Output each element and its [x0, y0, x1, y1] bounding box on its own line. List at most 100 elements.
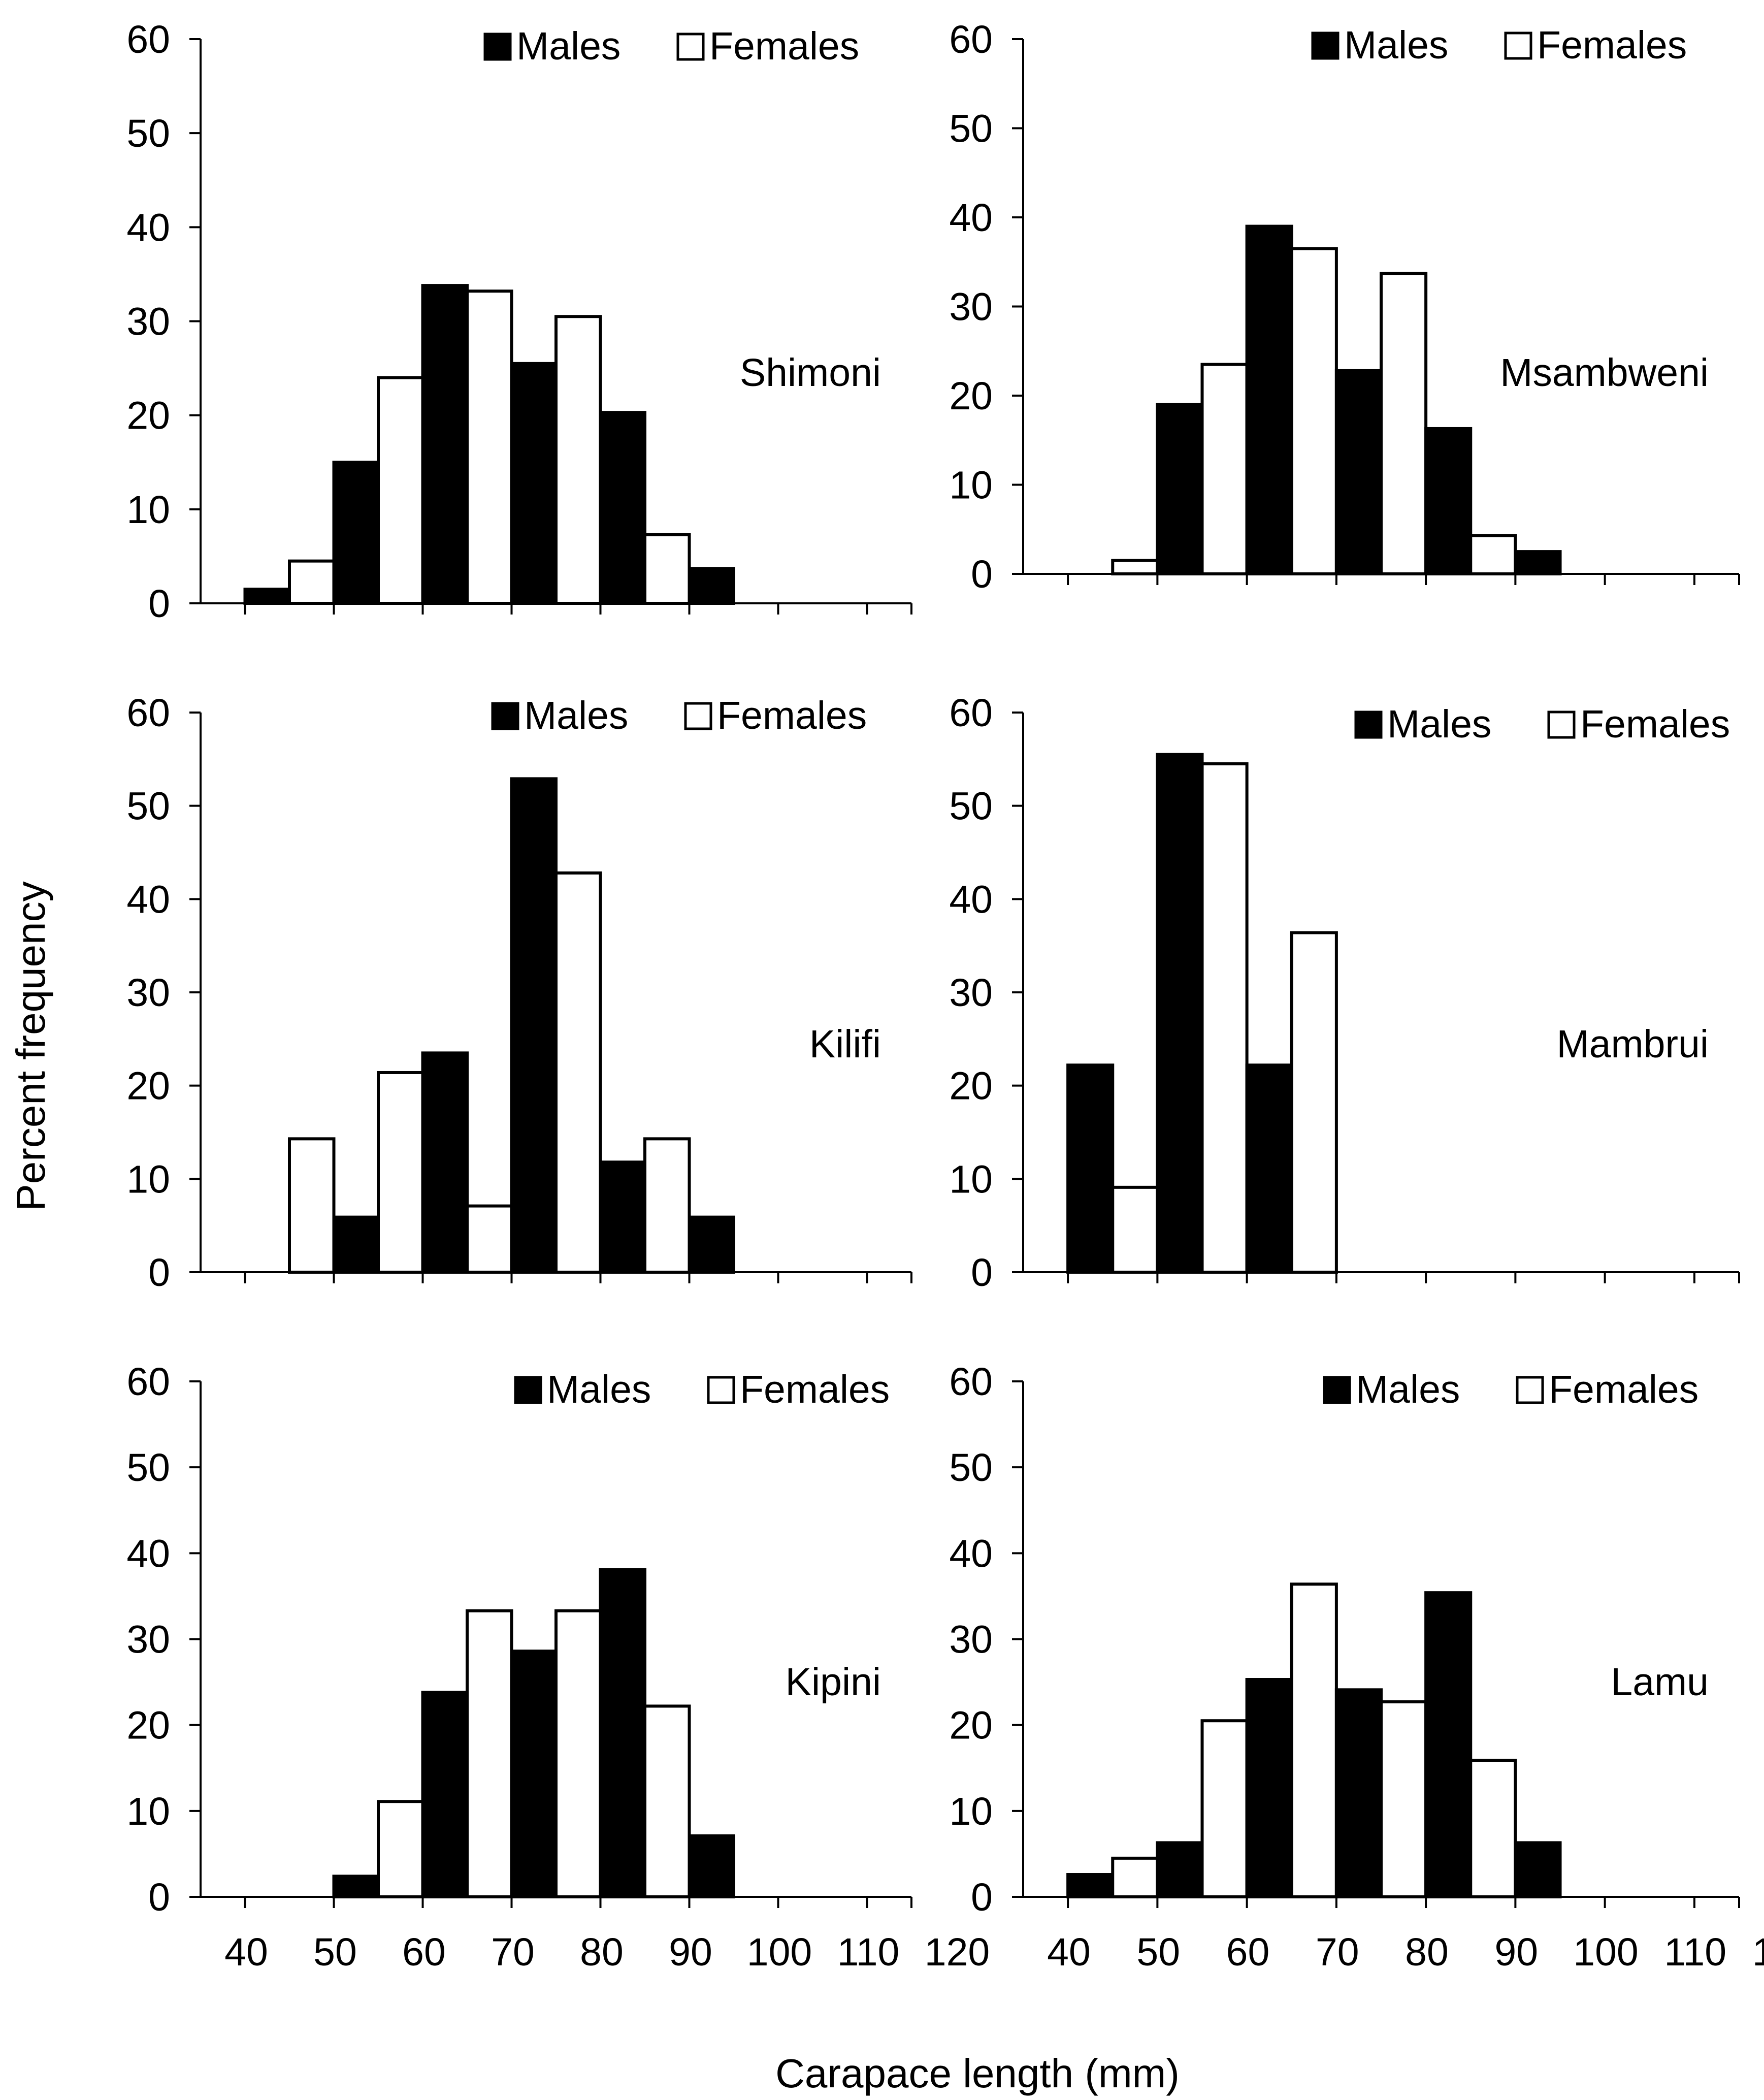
bar-female-70	[466, 1204, 513, 1274]
bar-female-60	[377, 1071, 424, 1274]
y-tick-label: 60	[949, 691, 993, 735]
y-tick-label: 30	[126, 971, 170, 1015]
y-tick-label: 40	[126, 878, 170, 921]
x-tick-label: 40	[1047, 1930, 1091, 1974]
legend-male-swatch	[483, 33, 512, 61]
y-tick-label: 60	[949, 18, 993, 61]
bar-female-70	[466, 1609, 513, 1899]
panel-lamu: 0 10 20 30 40 50 60 40 50 60 70 80 90 100 110 120 Lamu Ma…	[949, 1360, 1764, 1974]
y-tick-label: 30	[949, 285, 993, 329]
y-tick-label: 30	[126, 300, 170, 344]
legend-male-swatch	[491, 702, 519, 730]
x-tick-label: 90	[1494, 1930, 1538, 1974]
site-label: Lamu	[1611, 1660, 1709, 1704]
y-tick-label: 50	[126, 785, 170, 828]
x-tick-label: 40	[224, 1930, 268, 1974]
bar-male-85	[599, 1568, 646, 1899]
bar-male-65	[1245, 224, 1293, 575]
bar-male-55	[332, 1875, 380, 1898]
y-tick-label: 40	[949, 1532, 993, 1575]
site-label: Shimoni	[740, 351, 881, 395]
x-tick-label: 120	[925, 1930, 990, 1974]
x-tick-label: 90	[669, 1930, 712, 1974]
bar-female-50	[288, 559, 336, 605]
y-tick-label: 10	[126, 1157, 170, 1201]
y-tick-label: 10	[126, 488, 170, 532]
bar-male-85	[599, 411, 646, 605]
bar-male-55	[332, 461, 380, 605]
bar-female-80	[1380, 272, 1428, 575]
bar-male-75	[510, 777, 558, 1274]
bar-male-85	[599, 1160, 646, 1274]
y-tick-label: 0	[971, 1251, 993, 1295]
legend-male-swatch	[1323, 1376, 1351, 1404]
x-tick-label: 110	[837, 1930, 900, 1974]
x-tick-label: 110	[1664, 1930, 1726, 1974]
bar-female-70	[1290, 1582, 1338, 1899]
bar-male-95	[688, 1834, 735, 1898]
bar-female-70	[1290, 247, 1338, 575]
y-tick-label: 20	[126, 1064, 170, 1108]
bar-female-80	[1380, 1700, 1428, 1899]
y-tick-label: 50	[949, 785, 993, 828]
x-tick-label: 80	[1405, 1930, 1449, 1974]
legend-male-swatch	[1311, 31, 1340, 60]
site-label: Kilifi	[809, 1022, 881, 1066]
legend-female-swatch	[684, 702, 712, 730]
bar-male-95	[688, 567, 735, 605]
site-label: Msambweni	[1500, 351, 1709, 395]
bar-female-80	[554, 315, 602, 605]
x-tick-label: 50	[1136, 1930, 1180, 1974]
bar-female-90	[643, 533, 691, 605]
x-tick-label: 60	[1226, 1930, 1270, 1974]
bar-male-85	[1424, 427, 1473, 575]
legend-female-label: Females	[1537, 23, 1687, 67]
y-axis-title: Percent frequency	[8, 881, 53, 1211]
x-tick-label: 70	[1316, 1930, 1359, 1974]
bar-female-60	[1200, 762, 1249, 1274]
y-tick-label: 50	[126, 112, 170, 155]
bar-female-80	[554, 871, 602, 1274]
bar-male-95	[1514, 550, 1562, 575]
y-tick-label: 40	[949, 878, 993, 921]
legend-female-swatch	[1516, 1376, 1544, 1404]
y-tick-label: 60	[126, 18, 170, 61]
bar-male-55	[1156, 403, 1204, 575]
legend-female-label: Females	[709, 24, 859, 68]
bar-female-80	[554, 1609, 602, 1899]
bar-female-90	[643, 1137, 691, 1274]
x-axis-title: Carapace length (mm)	[775, 2051, 1180, 2096]
y-tick-label: 20	[126, 394, 170, 438]
legend-female-swatch	[1504, 31, 1532, 60]
bar-male-85	[1424, 1591, 1473, 1898]
bar-female-50	[1111, 1185, 1159, 1274]
y-tick-label: 10	[949, 1157, 993, 1201]
panels-group: 0 10 20 30 40 50 60 Shimoni Males Females 0 10 20 30 4…	[126, 18, 1764, 1974]
bar-male-95	[688, 1215, 735, 1274]
bar-female-90	[1469, 534, 1517, 576]
bar-male-75	[510, 362, 558, 605]
legend-male-label: Males	[1387, 702, 1491, 746]
bar-female-60	[377, 1800, 424, 1899]
y-tick-label: 0	[148, 582, 170, 626]
bar-male-95	[1514, 1841, 1562, 1899]
y-tick-label: 40	[949, 196, 993, 240]
y-tick-label: 30	[949, 1618, 993, 1662]
panel-mambrui: 0 10 20 30 40 50 60 Mambrui Males Females	[949, 691, 1740, 1295]
bar-female-60	[1200, 363, 1249, 575]
bar-female-90	[643, 1704, 691, 1898]
legend-male-label: Males	[524, 694, 628, 737]
y-tick-label: 10	[949, 1790, 993, 1833]
bar-male-75	[510, 1650, 558, 1899]
panel-shimoni: 0 10 20 30 40 50 60 Shimoni Males Females	[126, 18, 912, 626]
y-tick-label: 50	[949, 1446, 993, 1490]
legend-male-label: Males	[1344, 23, 1448, 67]
legend-female-swatch	[1547, 710, 1576, 739]
legend-female-swatch	[676, 33, 705, 61]
panel-msambweni: 0 10 20 30 40 50 60 Msambweni Males Females	[949, 18, 1740, 596]
bar-female-70	[1290, 931, 1338, 1274]
legend-male-label: Males	[547, 1368, 651, 1411]
bar-female-50	[288, 1137, 336, 1274]
